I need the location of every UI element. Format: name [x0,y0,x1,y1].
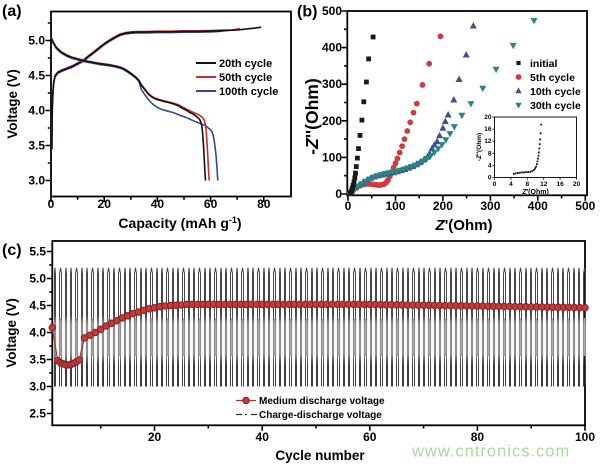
svg-text:3.0: 3.0 [29,380,46,394]
svg-text:(a): (a) [2,3,22,20]
svg-text:100: 100 [322,150,342,164]
svg-text:40: 40 [256,430,270,444]
svg-text:20th cycle: 20th cycle [219,58,272,70]
svg-text:300: 300 [322,77,342,91]
svg-text:4.5: 4.5 [28,69,45,83]
svg-text:initial: initial [530,58,558,70]
svg-text:-Z''(Ohm): -Z''(Ohm) [302,78,322,154]
svg-text:0: 0 [335,187,342,201]
svg-text:100: 100 [575,430,595,444]
svg-text:40: 40 [151,197,165,211]
svg-text:Charge-discharge voltage: Charge-discharge voltage [259,410,382,421]
svg-text:Voltage (V): Voltage (V) [4,298,19,368]
svg-text:200: 200 [433,199,453,213]
svg-text:5th cycle: 5th cycle [530,72,575,84]
svg-text:Voltage (V): Voltage (V) [5,69,20,139]
svg-text:60: 60 [204,197,218,211]
svg-text:200: 200 [322,114,342,128]
svg-text:4: 4 [488,162,492,169]
svg-text:12: 12 [484,138,492,145]
svg-text:50th cycle: 50th cycle [219,72,272,84]
svg-text:400: 400 [322,41,342,55]
svg-text:Z'(Ohm): Z'(Ohm) [521,189,549,196]
svg-text:(c): (c) [2,242,22,259]
svg-text:-Z''(Ohm): -Z''(Ohm) [476,133,483,161]
svg-text:16: 16 [556,181,564,188]
svg-text:(b): (b) [297,4,317,21]
svg-text:5.5: 5.5 [29,245,46,259]
svg-text:20: 20 [98,197,112,211]
svg-text:0: 0 [493,181,497,188]
svg-text:60: 60 [363,430,377,444]
svg-text:4: 4 [509,181,513,188]
svg-text:500: 500 [575,199,595,213]
svg-text:3.0: 3.0 [28,174,45,188]
svg-text:20: 20 [484,114,492,121]
svg-text:5.0: 5.0 [28,34,45,48]
svg-text:16: 16 [484,126,492,133]
svg-text:100: 100 [385,199,405,213]
svg-text:300: 300 [480,199,500,213]
svg-text:Cycle number: Cycle number [275,448,365,463]
svg-text:10th cycle: 10th cycle [530,86,581,98]
svg-text:20: 20 [573,181,581,188]
svg-text:12: 12 [540,181,548,188]
svg-text:4.5: 4.5 [29,299,46,313]
svg-text:0: 0 [48,197,55,211]
svg-text:Medium discharge voltage: Medium discharge voltage [259,396,385,407]
svg-text:400: 400 [528,199,548,213]
svg-text:0: 0 [488,175,492,182]
svg-text:8: 8 [525,181,529,188]
svg-text:2.5: 2.5 [29,407,46,421]
svg-text:80: 80 [471,430,485,444]
svg-text:Z'(Ohm): Z'(Ohm) [435,217,493,234]
svg-text:500: 500 [322,4,342,18]
svg-text:30th cycle: 30th cycle [530,100,581,112]
svg-text:www.cntronics.com: www.cntronics.com [411,443,570,461]
svg-text:4.0: 4.0 [28,104,45,118]
svg-text:Capacity (mAh g-1): Capacity (mAh g-1) [118,215,241,231]
svg-text:5.0: 5.0 [29,272,46,286]
svg-text:20: 20 [148,430,162,444]
svg-text:0: 0 [345,199,352,213]
svg-text:100th cycle: 100th cycle [219,86,278,98]
svg-text:3.5: 3.5 [29,353,46,367]
svg-text:8: 8 [488,150,492,157]
svg-text:3.5: 3.5 [28,139,45,153]
svg-text:80: 80 [257,197,271,211]
svg-text:4.0: 4.0 [29,326,46,340]
